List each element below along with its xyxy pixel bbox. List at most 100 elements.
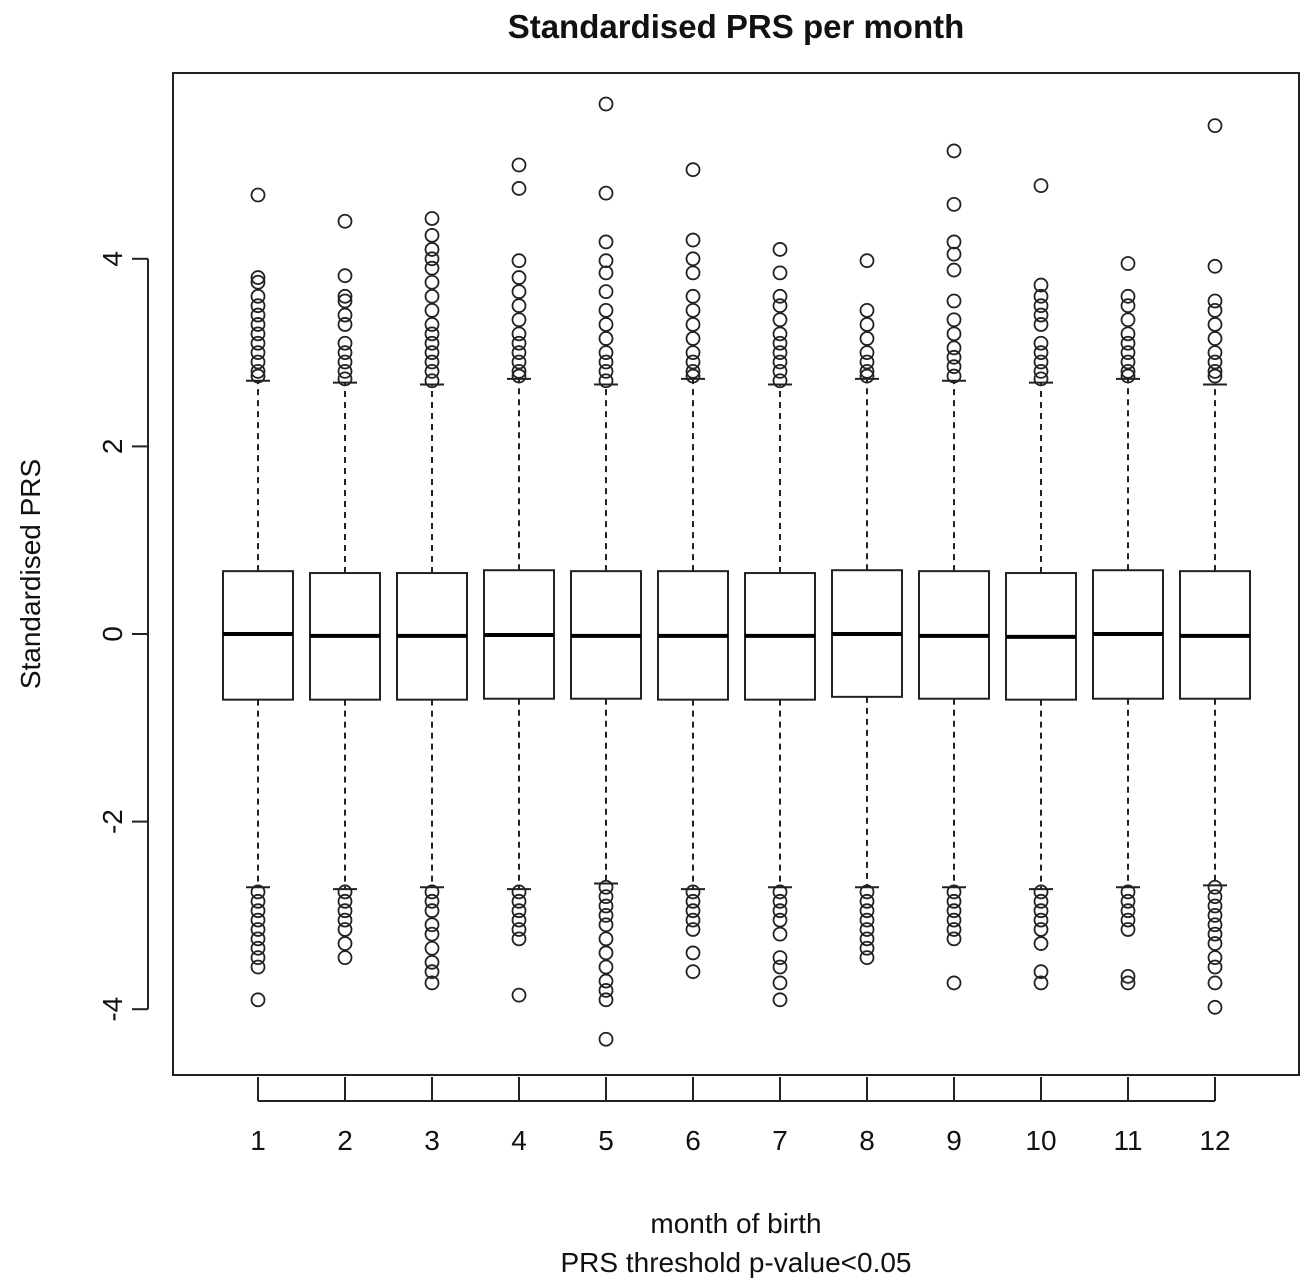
outlier-point bbox=[1207, 950, 1223, 966]
outlier-point bbox=[1033, 893, 1049, 909]
outlier-point bbox=[772, 265, 788, 281]
outlier-point bbox=[772, 363, 788, 379]
outlier-point bbox=[859, 302, 875, 318]
outlier-point bbox=[598, 973, 614, 989]
outlier-point bbox=[337, 335, 353, 351]
outlier-point bbox=[424, 242, 440, 257]
outlier-point bbox=[859, 922, 875, 937]
outlier-point bbox=[685, 302, 701, 318]
outlier-point bbox=[424, 211, 440, 226]
outlier-point bbox=[424, 260, 440, 276]
outlier-point bbox=[598, 931, 614, 947]
outlier-point bbox=[598, 253, 614, 269]
outlier-point bbox=[859, 253, 875, 269]
outlier-point bbox=[1120, 256, 1136, 271]
outlier-point bbox=[946, 903, 962, 919]
outlier-point bbox=[946, 143, 962, 159]
outlier-point bbox=[772, 926, 788, 942]
outlier-point bbox=[424, 940, 440, 956]
outlier-point bbox=[946, 912, 962, 928]
outlier-point bbox=[1033, 884, 1049, 900]
outlier-point bbox=[946, 246, 962, 262]
outlier-point bbox=[685, 363, 701, 379]
outlier-point bbox=[1120, 326, 1136, 342]
outlier-point bbox=[859, 331, 875, 346]
x-axis-sublabel: PRS threshold p-value<0.05 bbox=[561, 1247, 912, 1278]
box-month-2 bbox=[309, 213, 381, 966]
outlier-point bbox=[511, 912, 527, 928]
x-tick-label: 8 bbox=[859, 1125, 875, 1156]
outlier-point bbox=[250, 363, 266, 379]
outlier-point bbox=[685, 922, 701, 937]
outlier-point bbox=[1033, 345, 1049, 361]
outlier-point bbox=[859, 317, 875, 332]
outlier-point bbox=[337, 936, 353, 951]
outlier-point bbox=[685, 903, 701, 919]
outlier-point bbox=[337, 922, 353, 937]
outlier-point bbox=[685, 251, 701, 267]
x-axis: 1 2 3 4 5 6 7 8 9 10 11 12 bbox=[250, 1077, 1231, 1156]
y-tick-label: 2 bbox=[97, 439, 128, 455]
outlier-point bbox=[511, 931, 527, 947]
outlier-point bbox=[772, 903, 788, 919]
outlier-point bbox=[1120, 922, 1136, 937]
x-tick-label: 4 bbox=[511, 1125, 527, 1156]
outlier-point bbox=[511, 326, 527, 342]
outlier-point bbox=[511, 354, 527, 370]
outlier-point bbox=[337, 317, 353, 332]
outlier-point bbox=[772, 345, 788, 361]
outlier-point bbox=[511, 253, 527, 269]
outlier-point bbox=[250, 950, 266, 966]
outlier-point bbox=[772, 354, 788, 370]
outlier-point bbox=[772, 288, 788, 304]
outlier-point bbox=[1033, 288, 1049, 304]
outlier-point bbox=[1120, 288, 1136, 304]
outlier-point bbox=[250, 884, 266, 900]
outlier-point bbox=[511, 922, 527, 937]
outlier-point bbox=[1033, 363, 1049, 379]
outlier-point bbox=[946, 234, 962, 250]
outlier-point bbox=[337, 268, 353, 284]
x-axis-label: month of birth bbox=[650, 1208, 821, 1239]
outlier-point bbox=[598, 908, 614, 923]
outlier-point bbox=[424, 954, 440, 970]
y-tick-label: 4 bbox=[97, 251, 128, 267]
outlier-point bbox=[337, 903, 353, 919]
y-axis: -4 -2 0 2 4 bbox=[97, 251, 149, 1022]
box-month-9 bbox=[918, 143, 990, 991]
outlier-point bbox=[946, 312, 962, 328]
outlier-point bbox=[772, 373, 788, 389]
outlier-point bbox=[1207, 363, 1223, 379]
outlier-point bbox=[772, 912, 788, 928]
outlier-point bbox=[946, 262, 962, 278]
outlier-point bbox=[859, 368, 875, 384]
outlier-point bbox=[424, 335, 440, 351]
box-month-3 bbox=[396, 211, 468, 991]
outlier-point bbox=[424, 964, 440, 980]
outlier-point bbox=[1207, 258, 1223, 274]
outlier-point bbox=[859, 912, 875, 928]
box-month-1 bbox=[222, 187, 294, 1008]
outlier-point bbox=[424, 884, 440, 900]
outlier-point bbox=[772, 959, 788, 975]
outlier-point bbox=[337, 345, 353, 361]
outlier-point bbox=[1033, 903, 1049, 919]
x-tick-label: 11 bbox=[1113, 1125, 1142, 1156]
outlier-point bbox=[250, 903, 266, 919]
outlier-point bbox=[424, 274, 440, 290]
outlier-point bbox=[511, 884, 527, 900]
box-month-6 bbox=[657, 162, 729, 980]
outlier-point bbox=[511, 181, 527, 196]
y-tick-label: -4 bbox=[97, 997, 128, 1022]
outlier-point bbox=[424, 326, 440, 342]
outlier-point bbox=[685, 317, 701, 332]
outlier-point bbox=[685, 232, 701, 248]
outlier-point bbox=[685, 345, 701, 361]
outlier-point bbox=[250, 959, 266, 975]
outlier-point bbox=[1033, 922, 1049, 937]
outlier-point bbox=[511, 345, 527, 361]
outlier-point bbox=[1033, 964, 1049, 980]
outlier-point bbox=[1207, 368, 1223, 384]
outlier-point bbox=[598, 354, 614, 370]
outlier-point bbox=[598, 185, 614, 201]
